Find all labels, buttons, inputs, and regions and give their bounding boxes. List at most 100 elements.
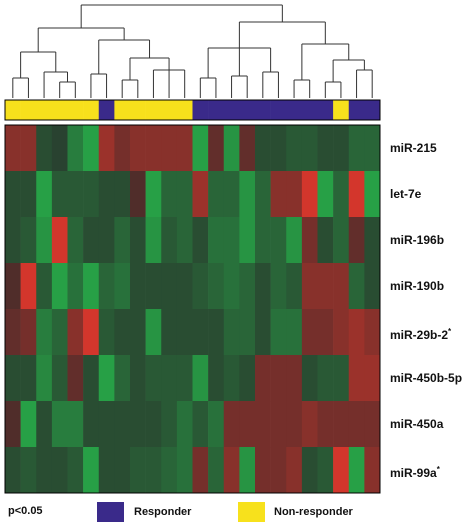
group-cell [83, 100, 100, 120]
heatmap-cell [270, 447, 287, 494]
heatmap-cell [130, 171, 146, 218]
heatmap-cell [286, 355, 303, 402]
group-cell [67, 100, 84, 120]
heatmap-cell [333, 447, 350, 494]
row-label-superscript: * [448, 327, 452, 336]
group-cell [255, 100, 271, 120]
heatmap-cell [176, 309, 193, 356]
heatmap-cell [5, 355, 21, 402]
group-cell [98, 100, 115, 120]
heatmap-cell [98, 309, 115, 356]
heatmap-cell [98, 263, 115, 310]
heatmap-cell [51, 263, 68, 310]
group-cell [20, 100, 37, 120]
heatmap-cell [333, 125, 350, 172]
heatmap-cell [51, 217, 68, 264]
heatmap-cell [36, 171, 53, 218]
heatmap-cell [51, 125, 68, 172]
heatmap-cell [223, 401, 240, 448]
heatmap-cell [51, 309, 68, 356]
row-label-text: miR-29b-2 [390, 328, 449, 342]
heatmap-cell [364, 263, 381, 310]
heatmap-cell [145, 171, 162, 218]
group-annotation-bar [4, 99, 381, 121]
row-label-text: let-7e [390, 187, 422, 201]
group-cell [145, 100, 162, 120]
heatmap-cell [67, 447, 84, 494]
heatmap-cell [161, 401, 178, 448]
heatmap-cell [348, 263, 365, 310]
heatmap-cell [83, 125, 100, 172]
heatmap-cell [176, 171, 193, 218]
heatmap-cell [364, 171, 381, 218]
heatmap-cell [36, 125, 53, 172]
heatmap-cell [286, 263, 303, 310]
heatmap-cell [145, 447, 162, 494]
heatmap-cell [239, 309, 256, 356]
heatmap-cell [145, 217, 162, 264]
heatmap-cell [192, 447, 209, 494]
heatmap-cell [317, 447, 334, 494]
heatmap-cell [98, 355, 115, 402]
heatmap-cell [255, 171, 271, 218]
heatmap-cell [114, 355, 131, 402]
heatmap-cell [145, 125, 162, 172]
heatmap-cell [145, 263, 162, 310]
heatmap-cell [223, 263, 240, 310]
group-cell [36, 100, 53, 120]
heatmap-cell [333, 171, 350, 218]
responder-legend-label: Responder [134, 506, 192, 518]
heatmap-cell [208, 401, 225, 448]
heatmap-cell [286, 447, 303, 494]
group-cell [223, 100, 240, 120]
nonresponder-legend-label: Non-responder [274, 506, 353, 518]
row-label-text: miR-99a [390, 466, 437, 480]
group-cell [51, 100, 68, 120]
heatmap-cell [208, 171, 225, 218]
heatmap-border [4, 124, 381, 494]
group-cell [270, 100, 287, 120]
heatmap-cell [36, 447, 53, 494]
heatmap-cell [317, 217, 334, 264]
heatmap-cell [5, 263, 21, 310]
heatmap-cell [239, 171, 256, 218]
heatmap-cell [114, 447, 131, 494]
group-cell [301, 100, 318, 120]
heatmap-cell [114, 125, 131, 172]
heatmap-cell [286, 217, 303, 264]
heatmap-cell [239, 217, 256, 264]
heatmap-cell [223, 125, 240, 172]
heatmap-cell [301, 217, 318, 264]
heatmap-cell [348, 125, 365, 172]
heatmap-cell [20, 447, 37, 494]
row-label-text: miR-450a [390, 417, 444, 431]
group-cell [176, 100, 193, 120]
heatmap-cell [176, 401, 193, 448]
heatmap-cell [301, 401, 318, 448]
heatmap-cell [286, 309, 303, 356]
heatmap-cell [36, 309, 53, 356]
heatmap-cell [301, 263, 318, 310]
column-dendrogram [12, 4, 373, 98]
heatmap-cell [301, 125, 318, 172]
heatmap-cell [36, 401, 53, 448]
heatmap-cell [98, 447, 115, 494]
row-label-text: miR-215 [390, 141, 437, 155]
heatmap-cell [270, 355, 287, 402]
heatmap-cell [364, 125, 381, 172]
heatmap-cell [348, 217, 365, 264]
heatmap-cell [83, 447, 100, 494]
heatmap-cell [20, 125, 37, 172]
heatmap-cell [51, 447, 68, 494]
heatmap-cell [114, 309, 131, 356]
heatmap-cell [176, 355, 193, 402]
heatmap-cell [348, 309, 365, 356]
heatmap-cell [161, 309, 178, 356]
heatmap-cell [176, 125, 193, 172]
heatmap-cell [255, 263, 271, 310]
heatmap-cell [348, 171, 365, 218]
heatmap-cell [83, 309, 100, 356]
heatmap-cell [161, 217, 178, 264]
heatmap-cell [208, 217, 225, 264]
group-cell [364, 100, 381, 120]
